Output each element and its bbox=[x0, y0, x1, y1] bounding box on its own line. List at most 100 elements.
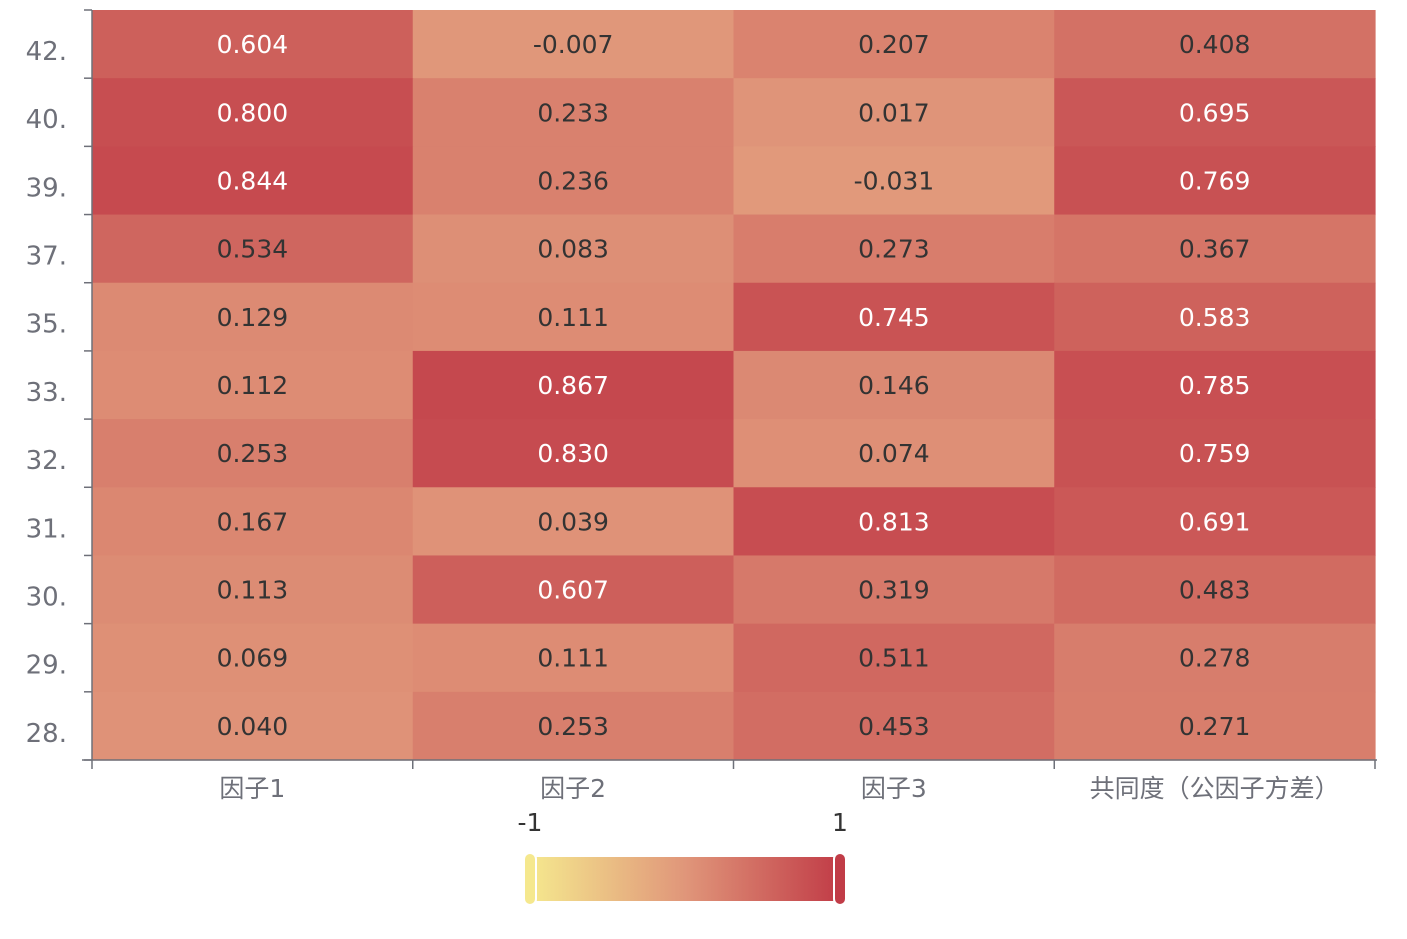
heatmap-cell[interactable] bbox=[1054, 419, 1376, 488]
x-tick-label: 共同度（公因子方差） bbox=[1090, 774, 1340, 803]
heatmap-cell[interactable] bbox=[92, 146, 414, 216]
cell-value-label: 0.253 bbox=[217, 439, 289, 468]
axes: 42. 40. 39. 37. 35. 33. 32. 31. 30. 29. 28. 因子1 因子2 因… bbox=[26, 9, 1377, 803]
cell-value-label: 0.759 bbox=[1179, 439, 1251, 468]
cell-value-label: 0.253 bbox=[537, 712, 609, 741]
y-tick-label: 35. bbox=[26, 310, 67, 340]
cell-value-label: 0.695 bbox=[1179, 98, 1251, 127]
visual-map-min-label: -1 bbox=[518, 808, 543, 837]
cell-value-label: 0.039 bbox=[537, 507, 609, 536]
heatmap-cell[interactable] bbox=[733, 691, 1055, 761]
visual-map-low-handle[interactable] bbox=[523, 852, 537, 906]
cell-value-label: 0.408 bbox=[1179, 30, 1251, 59]
cell-value-label: 0.207 bbox=[858, 30, 930, 59]
cell-value-label: 0.074 bbox=[858, 439, 930, 468]
heatmap-cell[interactable] bbox=[733, 487, 1055, 557]
heatmap-cell[interactable] bbox=[733, 555, 1055, 625]
cell-value-label: -0.031 bbox=[854, 166, 935, 195]
cell-value-label: 0.146 bbox=[858, 371, 930, 400]
heatmap-cell[interactable] bbox=[412, 10, 735, 79]
cell-value-label: 0.069 bbox=[217, 644, 289, 673]
heatmap-cell[interactable] bbox=[733, 10, 1055, 79]
cell-value-label: 0.785 bbox=[1179, 371, 1251, 400]
heatmap-value-labels: 0.604 -0.007 0.207 0.408 0.800 0.233 0.017 0.69… bbox=[217, 30, 1251, 741]
cell-value-label: 0.844 bbox=[217, 166, 289, 195]
heatmap-cell[interactable] bbox=[1054, 282, 1376, 352]
heatmap-cell[interactable] bbox=[92, 10, 414, 79]
cell-value-label: 0.278 bbox=[1179, 644, 1251, 673]
heatmap-cell[interactable] bbox=[412, 146, 735, 216]
y-tick-label: 32. bbox=[26, 446, 67, 476]
heatmap-cell[interactable] bbox=[412, 78, 735, 147]
cell-value-label: 0.813 bbox=[858, 507, 930, 536]
heatmap-cell[interactable] bbox=[1054, 78, 1376, 147]
heatmap-cell[interactable] bbox=[733, 282, 1055, 352]
x-tick-label: 因子3 bbox=[861, 774, 927, 803]
visual-map-gradient-bar bbox=[530, 857, 840, 901]
heatmap-cell[interactable] bbox=[92, 623, 414, 693]
cell-value-label: 0.691 bbox=[1179, 507, 1251, 536]
heatmap-cell[interactable] bbox=[733, 78, 1055, 147]
heatmap-cell[interactable] bbox=[412, 214, 735, 284]
heatmap-cell[interactable] bbox=[412, 282, 735, 352]
heatmap-cell[interactable] bbox=[92, 350, 414, 420]
y-tick-label: 30. bbox=[26, 582, 67, 612]
heatmap-cell[interactable] bbox=[1054, 691, 1376, 761]
cell-value-label: 0.453 bbox=[858, 712, 930, 741]
cell-value-label: 0.604 bbox=[217, 30, 289, 59]
cell-value-label: 0.111 bbox=[537, 644, 609, 673]
cell-value-label: 0.113 bbox=[217, 576, 289, 605]
x-tick-label: 因子1 bbox=[219, 774, 285, 803]
heatmap-cell[interactable] bbox=[412, 691, 735, 761]
cell-value-label: 0.111 bbox=[537, 303, 609, 332]
heatmap-cell[interactable] bbox=[1054, 10, 1376, 79]
y-tick-label: 40. bbox=[26, 105, 67, 135]
cell-value-label: 0.830 bbox=[537, 439, 609, 468]
heatmap-cell[interactable] bbox=[1054, 146, 1376, 216]
heatmap-cell[interactable] bbox=[92, 487, 414, 557]
heatmap-cell[interactable] bbox=[412, 419, 735, 488]
cell-value-label: 0.534 bbox=[217, 235, 289, 264]
cell-value-label: 0.040 bbox=[217, 712, 289, 741]
x-tick-label: 因子2 bbox=[540, 774, 606, 803]
visual-map[interactable]: -1 1 bbox=[518, 808, 848, 906]
heatmap-cell[interactable] bbox=[412, 350, 735, 420]
cell-value-label: 0.745 bbox=[858, 303, 930, 332]
heatmap-cell[interactable] bbox=[92, 555, 414, 625]
heatmap-cell[interactable] bbox=[1054, 214, 1376, 284]
cell-value-label: 0.607 bbox=[537, 576, 609, 605]
heatmap-cell[interactable] bbox=[92, 78, 414, 147]
heatmap-cell[interactable] bbox=[733, 214, 1055, 284]
cell-value-label: 0.236 bbox=[537, 166, 609, 195]
heatmap-cell[interactable] bbox=[1054, 350, 1376, 420]
heatmap-cell[interactable] bbox=[733, 146, 1055, 216]
heatmap-cell[interactable] bbox=[733, 350, 1055, 420]
heatmap-cell[interactable] bbox=[412, 487, 735, 557]
y-tick-label: 33. bbox=[26, 378, 67, 408]
heatmap-cell[interactable] bbox=[92, 282, 414, 352]
y-tick-label: 29. bbox=[26, 651, 67, 681]
cell-value-label: 0.800 bbox=[217, 98, 289, 127]
heatmap-cell[interactable] bbox=[92, 691, 414, 761]
heatmap-cell[interactable] bbox=[733, 623, 1055, 693]
heatmap-cell[interactable] bbox=[1054, 555, 1376, 625]
cell-value-label: 0.483 bbox=[1179, 576, 1251, 605]
visual-map-high-handle[interactable] bbox=[833, 852, 847, 906]
heatmap-cell[interactable] bbox=[92, 419, 414, 488]
y-tick-label: 42. bbox=[26, 37, 67, 67]
cell-value-label: 0.112 bbox=[217, 371, 289, 400]
heatmap-cell[interactable] bbox=[1054, 623, 1376, 693]
cell-value-label: 0.129 bbox=[217, 303, 289, 332]
heatmap-cell[interactable] bbox=[412, 623, 735, 693]
cell-value-label: 0.271 bbox=[1179, 712, 1251, 741]
heatmap-cell[interactable] bbox=[412, 555, 735, 625]
heatmap-cell[interactable] bbox=[733, 419, 1055, 488]
y-tick-label: 28. bbox=[26, 719, 67, 749]
cell-value-label: 0.017 bbox=[858, 98, 930, 127]
y-tick-label: 37. bbox=[26, 242, 67, 272]
cell-value-label: 0.273 bbox=[858, 235, 930, 264]
cell-value-label: 0.319 bbox=[858, 576, 930, 605]
heatmap-cell[interactable] bbox=[92, 214, 414, 284]
heatmap-cell[interactable] bbox=[1054, 487, 1376, 557]
